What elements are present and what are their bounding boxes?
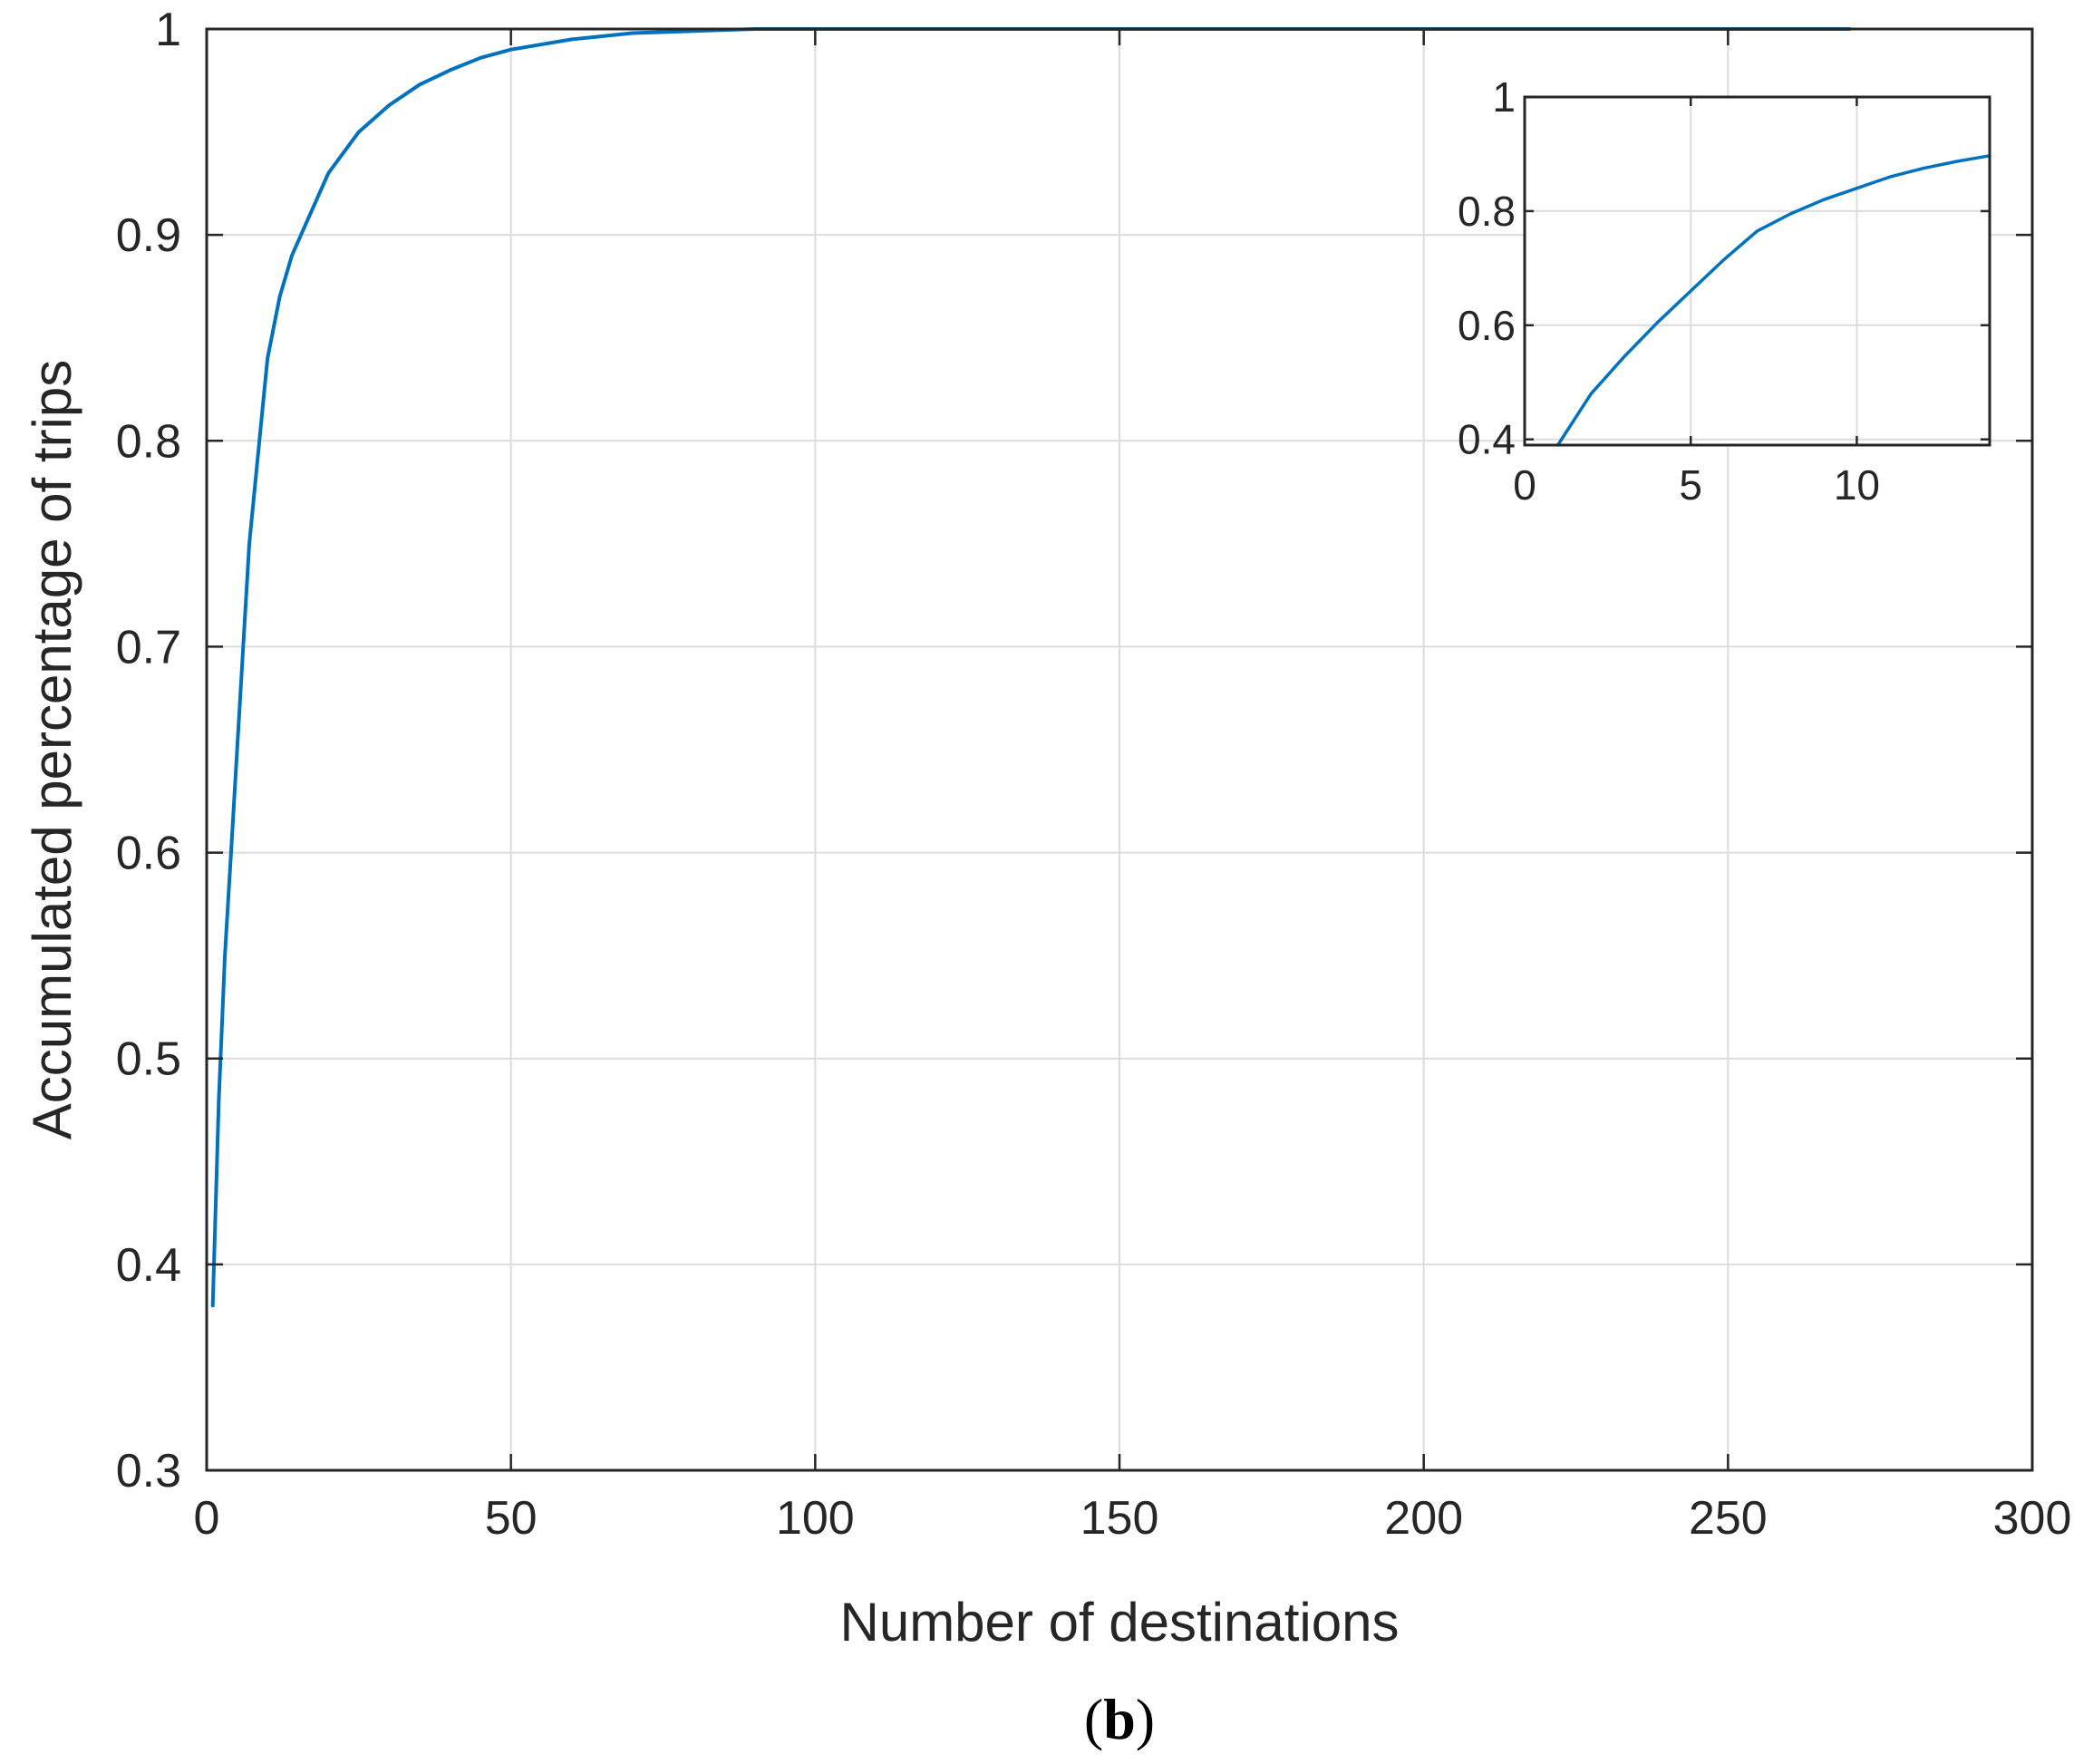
inset-x-tick-label: 0	[1513, 461, 1536, 509]
panel-label: (b)	[1084, 1687, 1155, 1751]
inset-y-tick-label: 1	[1492, 73, 1516, 121]
inset-plot-area	[1525, 97, 1990, 445]
inset-y-tick-label: 0.6	[1458, 302, 1516, 349]
inset-y-tick-labels: 0.4 0.6 0.8 1	[1458, 73, 1516, 463]
main-y-tick-label: 0.6	[116, 828, 181, 880]
main-y-tick-label: 0.7	[116, 621, 181, 674]
main-y-tick-label: 0.8	[116, 415, 181, 468]
inset-grid	[1525, 97, 1990, 445]
inset-y-tick-label: 0.8	[1458, 188, 1516, 235]
main-y-tick-labels: 0.3 0.4 0.5 0.6 0.7 0.8 0.9 1	[116, 4, 181, 1497]
main-y-tick-label: 0.9	[116, 209, 181, 262]
main-y-tick-label: 1	[155, 4, 181, 56]
inset-x-tick-label: 10	[1834, 461, 1880, 509]
x-axis-label: Number of destinations	[840, 1592, 1400, 1653]
main-x-tick-label: 200	[1384, 1492, 1463, 1545]
main-x-tick-label: 100	[776, 1492, 855, 1545]
main-x-tick-label: 250	[1689, 1492, 1768, 1545]
main-x-tick-label: 150	[1080, 1492, 1159, 1545]
main-y-tick-label: 0.4	[116, 1239, 181, 1292]
inset-plot-frame	[1523, 95, 1991, 447]
main-x-tick-label: 50	[485, 1492, 538, 1545]
main-x-tick-labels: 0 50 100 150 200 250 300	[194, 1492, 2072, 1545]
inset-series-line	[1555, 154, 1991, 447]
main-x-tick-label: 300	[1993, 1492, 2072, 1545]
inset-chart: 0 5 10 0.4 0.6 0.8 1	[1458, 73, 1991, 509]
inset-y-tick-label: 0.4	[1458, 416, 1516, 463]
panel-label-letter: b	[1103, 1687, 1136, 1751]
inset-x-tick-labels: 0 5 10	[1513, 461, 1880, 509]
main-y-tick-label: 0.5	[116, 1033, 181, 1086]
inset-ticks	[1523, 95, 1990, 445]
inset-series	[1555, 154, 1991, 447]
y-axis-label: Accumulated percentage of trips	[22, 360, 82, 1139]
main-ticks	[205, 27, 2034, 1472]
main-y-tick-label: 0.3	[116, 1445, 181, 1497]
inset-x-tick-label: 5	[1679, 461, 1702, 509]
main-x-tick-label: 0	[194, 1492, 220, 1545]
